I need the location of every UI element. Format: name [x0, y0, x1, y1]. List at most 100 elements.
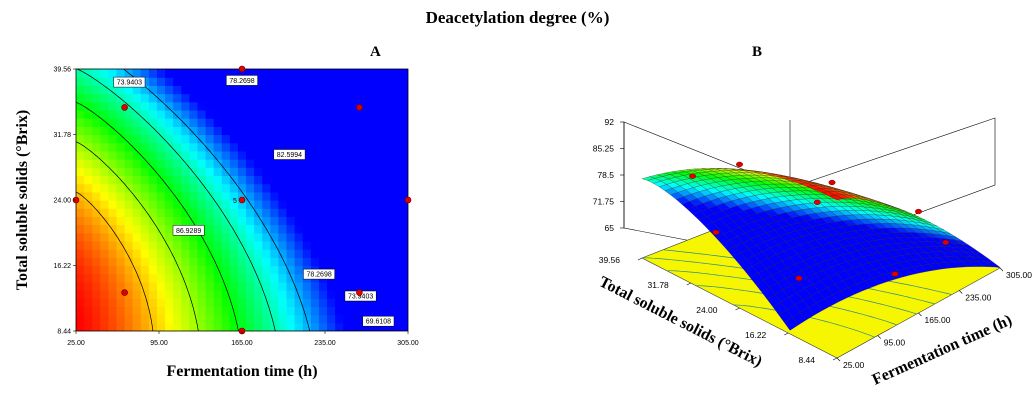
heatmap-cell — [189, 109, 199, 119]
contour-lines — [76, 69, 311, 331]
heatmap-cell — [294, 314, 304, 324]
heatmap-cell — [84, 200, 93, 209]
heatmap-cell — [327, 191, 336, 201]
heatmap-cell — [286, 77, 296, 86]
heatmap-cell — [294, 134, 304, 144]
heatmap-cell — [132, 159, 142, 168]
heatmap-cell — [375, 126, 385, 136]
heatmap-cell — [318, 200, 328, 209]
heatmap-cell — [165, 167, 174, 177]
z-tick-label: 78.5 — [597, 170, 614, 180]
heatmap-cell — [399, 257, 408, 267]
heatmap-cell — [391, 142, 401, 152]
heatmap-cell — [124, 159, 134, 168]
heatmap-cell — [156, 322, 166, 331]
heatmap-cell — [189, 249, 199, 258]
heatmap-cell — [237, 175, 247, 185]
heatmap-cell — [351, 240, 361, 250]
heatmap-cell — [148, 298, 158, 308]
heatmap-cell — [246, 126, 255, 136]
heatmap-cell — [270, 322, 280, 331]
heatmap-cell — [165, 265, 174, 275]
heatmap-cell — [148, 142, 158, 152]
heatmap-cell — [173, 232, 182, 242]
heatmap-cell — [278, 265, 288, 275]
heatmap-cell — [156, 290, 166, 299]
heatmap-cell — [262, 265, 271, 275]
heatmap-cell — [375, 240, 385, 250]
heatmap-cell — [375, 101, 385, 111]
heatmap-cell — [351, 191, 361, 201]
heatmap-cell — [84, 159, 93, 168]
heatmap-cell — [165, 134, 174, 144]
heatmap-cell — [270, 200, 280, 209]
surface-design-point — [712, 229, 720, 236]
heatmap-cell — [76, 167, 85, 177]
heatmap-cell — [294, 232, 304, 242]
heatmap-cell — [124, 240, 134, 250]
heatmap-cell — [383, 232, 393, 242]
heatmap-cell — [165, 118, 174, 127]
heatmap-cell — [302, 85, 312, 95]
panel-label-b: B — [752, 44, 762, 60]
heatmap-cell — [76, 273, 85, 283]
heatmap-cell — [108, 109, 118, 119]
y-tick-label: 39.56 — [53, 67, 71, 74]
heatmap-cell — [375, 69, 385, 78]
heatmap-cell — [351, 126, 361, 136]
heatmap-cell — [100, 322, 109, 331]
heatmap-cell — [140, 249, 150, 258]
heatmap-cell — [173, 273, 182, 283]
heatmap-cell — [156, 109, 166, 119]
heatmap-cell — [310, 167, 320, 177]
heatmap-cell — [335, 101, 344, 111]
heatmap-cell — [221, 200, 231, 209]
heatmap-cell — [165, 257, 174, 267]
heatmap-cell — [327, 159, 336, 168]
heatmap-cell — [76, 306, 85, 316]
heatmap-cell — [270, 191, 280, 201]
heatmap-cell — [254, 167, 263, 177]
heatmap-cell — [156, 216, 166, 226]
heatmap-cell — [246, 249, 255, 258]
heatmap-cell — [375, 257, 385, 267]
heatmap-cell — [108, 232, 118, 242]
heatmap-cell — [327, 85, 336, 95]
heatmap-cell — [335, 167, 344, 177]
heatmap-cell — [391, 77, 401, 86]
heatmap-cell — [116, 85, 126, 95]
heatmap-cell — [335, 208, 344, 217]
heatmap-cell — [156, 69, 166, 78]
heatmap-cell — [197, 150, 207, 160]
heatmap-cell — [213, 290, 223, 299]
heatmap-cell — [213, 142, 223, 152]
heatmap-cell — [359, 191, 369, 201]
heatmap-cell — [399, 77, 408, 86]
heatmap-cell — [140, 167, 150, 177]
heatmap-cell — [140, 69, 150, 78]
heatmap-cell — [391, 290, 401, 299]
heatmap-cell — [229, 298, 239, 308]
heatmap-cell — [205, 142, 215, 152]
heatmap-cell — [270, 77, 280, 86]
heatmap-cell — [189, 273, 199, 283]
heatmap-cell — [140, 183, 150, 193]
heatmap-cell — [100, 298, 109, 308]
heatmap-cell — [148, 126, 158, 136]
heatmap-cell — [359, 281, 369, 291]
heatmap-cell — [335, 298, 344, 308]
heatmap-cell — [278, 85, 288, 95]
heatmap-cell — [229, 200, 239, 209]
heatmap-cell — [351, 150, 361, 160]
heatmap-cell — [262, 142, 271, 152]
heatmap-cell — [335, 109, 344, 119]
heatmap-cell — [310, 150, 320, 160]
heatmap-cell — [302, 118, 312, 127]
heatmap-cell — [173, 126, 182, 136]
heatmap-cells — [76, 69, 408, 331]
heatmap-cell — [359, 69, 369, 78]
heatmap-cell — [327, 77, 336, 86]
heatmap-cell — [229, 126, 239, 136]
heatmap-cell — [116, 306, 126, 316]
heatmap-cell — [205, 249, 215, 258]
